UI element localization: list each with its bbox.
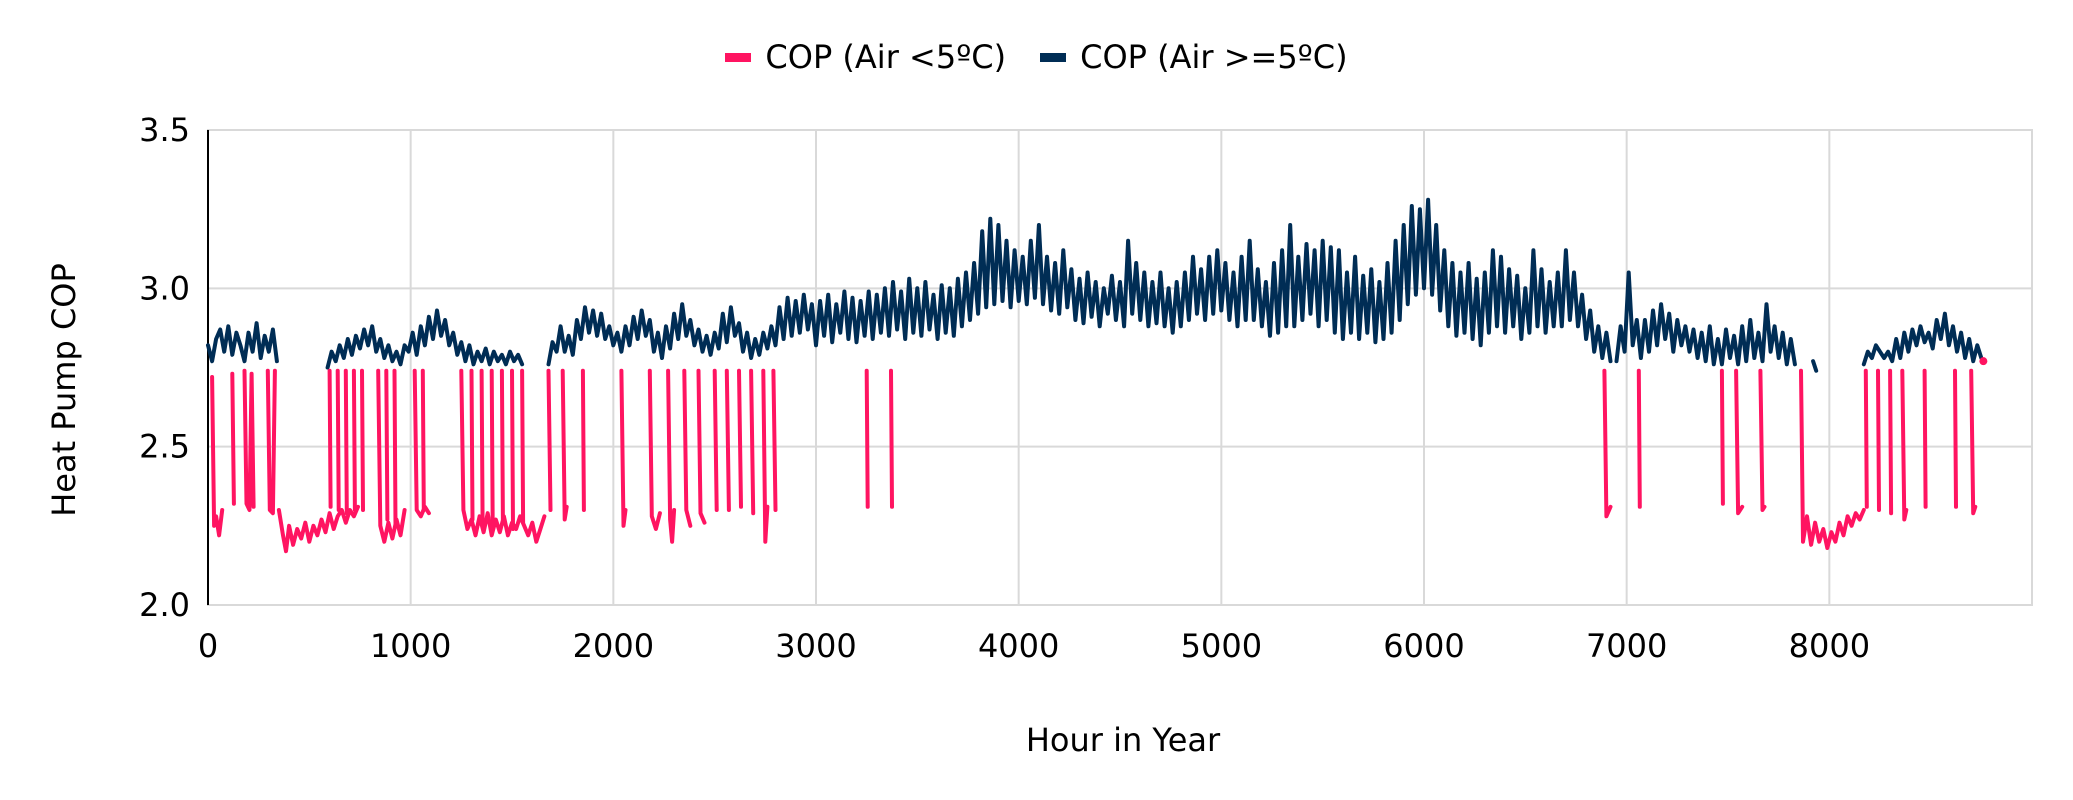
series-line-segment bbox=[520, 368, 526, 525]
y-axis-label: Heat Pump COP bbox=[45, 263, 83, 517]
series-line-segment bbox=[469, 368, 475, 522]
x-tick-label: 8000 bbox=[1789, 627, 1870, 665]
series-line-segment bbox=[1969, 368, 1978, 516]
series-line-segment bbox=[325, 308, 525, 370]
plot-area-border bbox=[207, 129, 2033, 606]
series-line-segment bbox=[1922, 368, 1928, 509]
series-line-segment bbox=[1888, 368, 1894, 516]
series-line-segment bbox=[1953, 368, 1958, 509]
series-line-segment bbox=[1876, 368, 1881, 512]
series-line-segment bbox=[749, 368, 756, 516]
series-line-segment bbox=[1861, 311, 1984, 367]
series-line-segment bbox=[384, 368, 390, 522]
series-line-segment bbox=[1811, 359, 1819, 373]
series-below-5c bbox=[210, 357, 1988, 554]
x-tick-label: 4000 bbox=[978, 627, 1059, 665]
x-axis-label: Hour in Year bbox=[1025, 721, 1221, 759]
legend-item-below-5c: COP (Air <5ºC) bbox=[725, 38, 1006, 76]
series-line-segment bbox=[1799, 368, 1866, 550]
series-line-segment bbox=[351, 368, 357, 512]
x-tick-label: 7000 bbox=[1586, 627, 1667, 665]
series-line-segment bbox=[580, 368, 586, 512]
y-tick-label: 2.0 bbox=[139, 586, 190, 624]
x-tick-label: 2000 bbox=[573, 627, 654, 665]
series-line-segment bbox=[647, 368, 662, 531]
y-tick-label: 3.0 bbox=[139, 269, 190, 307]
series-line-segment bbox=[1614, 270, 1797, 367]
series-line-segment bbox=[360, 368, 365, 512]
grid-lines bbox=[207, 129, 2033, 606]
series-line-segment bbox=[546, 368, 553, 512]
series-line-segment bbox=[276, 504, 360, 554]
x-tick-label: 3000 bbox=[775, 627, 856, 665]
series-line-segment bbox=[619, 368, 628, 528]
series-line-segment bbox=[499, 368, 505, 522]
series-line-segment bbox=[889, 368, 894, 509]
legend-swatch-below-5c bbox=[725, 52, 752, 62]
series-line-segment bbox=[761, 368, 770, 544]
series-line-segment bbox=[335, 368, 341, 512]
series-line-segment bbox=[1758, 368, 1767, 512]
series-line-segment bbox=[1734, 368, 1745, 516]
legend: COP (Air <5ºC) COP (Air >=5ºC) bbox=[0, 38, 2073, 76]
series-line-segment bbox=[724, 368, 731, 512]
tick-labels: 0 1000 2000 3000 4000 5000 6000 7000 8000 2.0 2.5 3… bbox=[139, 111, 1870, 665]
series-line-segment bbox=[459, 368, 547, 544]
series-line-segment bbox=[1900, 368, 1909, 522]
legend-label-below-5c: COP (Air <5ºC) bbox=[765, 38, 1007, 76]
series-layer bbox=[206, 197, 1988, 554]
x-tick-label: 1000 bbox=[370, 627, 451, 665]
series-line-segment bbox=[420, 368, 426, 512]
series-line-segment bbox=[1719, 368, 1725, 506]
x-tick-label: 5000 bbox=[1181, 627, 1262, 665]
x-tick-label: 6000 bbox=[1383, 627, 1464, 665]
series-line-segment bbox=[376, 368, 407, 544]
series-line-segment bbox=[696, 368, 707, 525]
series-line-segment bbox=[230, 371, 236, 506]
series-line-segment bbox=[737, 368, 743, 509]
series-line-segment bbox=[327, 368, 333, 509]
series-line-segment bbox=[392, 368, 398, 528]
series-line-segment bbox=[210, 375, 225, 538]
series-line-segment bbox=[265, 368, 277, 516]
series-line-segment bbox=[682, 368, 693, 528]
legend-label-at-or-above-5c: COP (Air >=5ºC) bbox=[1080, 38, 1348, 76]
data-point bbox=[1979, 357, 1988, 366]
series-line-segment bbox=[206, 321, 279, 364]
series-line-segment bbox=[412, 368, 431, 519]
series-line-segment bbox=[666, 368, 677, 544]
series-line-segment bbox=[1636, 368, 1642, 509]
legend-swatch-at-or-above-5c bbox=[1040, 52, 1067, 62]
series-line-segment bbox=[510, 368, 515, 531]
series-line-segment bbox=[1602, 368, 1613, 519]
series-line-segment bbox=[479, 368, 485, 525]
series-line-segment bbox=[489, 368, 495, 528]
series-line-segment bbox=[864, 368, 870, 509]
legend-item-at-or-above-5c: COP (Air >=5ºC) bbox=[1040, 38, 1348, 76]
series-line-segment bbox=[546, 197, 1613, 367]
series-line-segment bbox=[560, 368, 569, 522]
series-line-segment bbox=[771, 368, 778, 512]
series-line-segment bbox=[712, 368, 719, 512]
series-line-segment bbox=[1863, 368, 1869, 509]
x-tick-label: 0 bbox=[198, 627, 218, 665]
series-line-segment bbox=[242, 368, 256, 512]
y-tick-label: 3.5 bbox=[139, 111, 190, 149]
series-line-segment bbox=[343, 368, 349, 516]
y-tick-label: 2.5 bbox=[139, 428, 190, 466]
series-at-or-above-5c bbox=[206, 197, 1984, 373]
